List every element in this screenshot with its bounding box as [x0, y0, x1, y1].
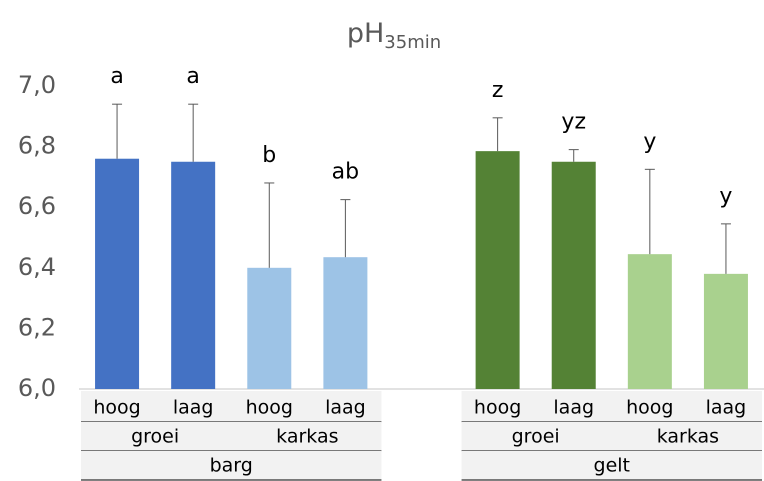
label-row — [81, 451, 382, 480]
x-tick-label: laag — [553, 397, 594, 419]
x-tick-label: hoog — [93, 397, 140, 419]
y-tick-label: 6,4 — [18, 253, 56, 281]
x-tick-label: laag — [173, 397, 214, 419]
annotation: z — [492, 78, 504, 103]
annotation: y — [643, 129, 656, 154]
level3-label: gelt — [594, 455, 630, 477]
title-sub: 35min — [384, 32, 441, 53]
bar — [95, 158, 140, 389]
annotation: yz — [561, 110, 586, 135]
x-tick-label: laag — [706, 397, 747, 419]
level2-label: karkas — [657, 426, 719, 448]
annotation: a — [186, 64, 199, 89]
label-row — [461, 451, 762, 480]
bar — [627, 254, 672, 389]
y-tick-label: 6,8 — [18, 132, 56, 160]
level2-label: karkas — [276, 426, 338, 448]
annotation: y — [719, 184, 732, 209]
annotation: a — [110, 64, 123, 89]
y-tick-label: 7,0 — [18, 71, 56, 99]
bar — [551, 161, 596, 389]
bar — [703, 273, 748, 389]
label-row — [81, 422, 382, 451]
label-row — [81, 391, 382, 422]
y-tick-label: 6,0 — [18, 374, 56, 402]
bar — [247, 267, 292, 389]
level2-label: groei — [512, 426, 560, 448]
chart-title: pH35min — [347, 18, 441, 54]
annotation: ab — [332, 160, 359, 185]
level2-label: groei — [131, 426, 179, 448]
x-tick-label: hoog — [474, 397, 521, 419]
y-tick-label: 6,2 — [18, 313, 56, 341]
bar — [323, 257, 368, 389]
x-tick-label: hoog — [626, 397, 673, 419]
label-row — [461, 422, 762, 451]
x-tick-label: laag — [325, 397, 366, 419]
annotation: b — [262, 143, 276, 168]
level3-label: barg — [210, 455, 253, 477]
y-tick-label: 6,6 — [18, 192, 56, 220]
bar — [475, 151, 520, 389]
label-row — [461, 391, 762, 422]
x-tick-label: hoog — [246, 397, 293, 419]
bar — [171, 161, 216, 389]
title-main: pH — [347, 18, 384, 49]
